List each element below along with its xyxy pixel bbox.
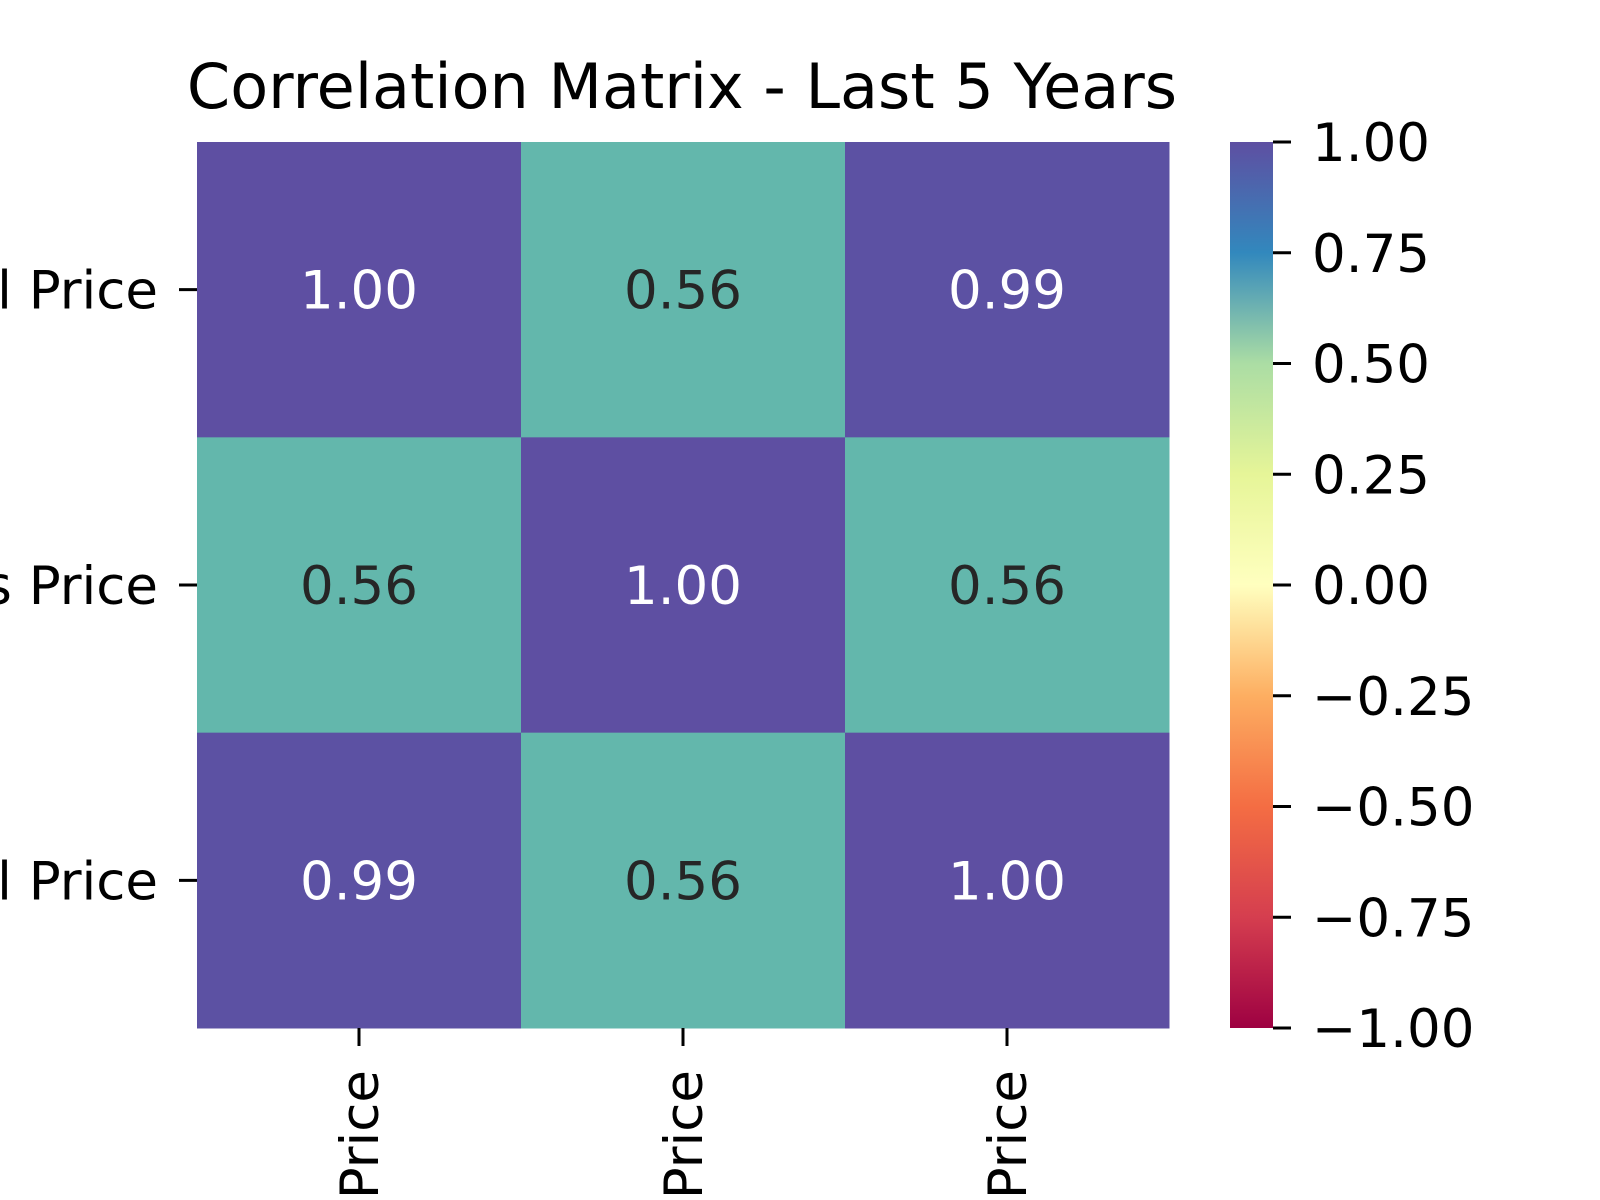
row-tick-label: l Price	[0, 261, 158, 322]
heatmap-cell	[197, 732, 522, 1029]
colorbar-ticks: 1.00 0.75 0.50 0.25 0.00 −0.25 −0.50 −0.75 −1.00	[1273, 113, 1474, 1060]
column-labels: Price Price Price	[330, 1028, 1039, 1199]
heatmap-cell	[845, 732, 1170, 1029]
colorbar-tick-label: 0.25	[1312, 445, 1430, 506]
colorbar-tick-label: 0.50	[1312, 335, 1430, 396]
heatmap-cell	[521, 142, 846, 438]
column-tick-label: Price	[978, 1070, 1039, 1199]
heatmap-cell	[521, 732, 846, 1029]
cell-value-label: 0.56	[300, 556, 418, 617]
heatmap-cell	[521, 437, 846, 734]
colorbar-tick-label: 0.75	[1312, 224, 1430, 285]
cell-value-label: 0.56	[948, 556, 1066, 617]
heatmap-cell	[197, 437, 522, 734]
colorbar-tick-label: 0.00	[1312, 556, 1430, 617]
heatmap-cell	[845, 142, 1170, 438]
cell-value-label: 1.00	[624, 556, 742, 617]
row-labels: l Price s Price l Price	[0, 261, 197, 912]
cell-value-label: 0.99	[300, 851, 418, 912]
cell-value-label: 0.56	[624, 261, 742, 322]
colorbar-tick-label: −0.50	[1312, 778, 1474, 839]
cell-value-label: 1.00	[948, 851, 1066, 912]
colorbar	[1230, 142, 1273, 1028]
row-tick-label: l Price	[0, 851, 158, 912]
colorbar-tick-label: −1.00	[1312, 999, 1474, 1060]
column-tick-label: Price	[330, 1070, 391, 1199]
cell-value-label: 1.00	[300, 261, 418, 322]
cell-value-label: 0.99	[948, 261, 1066, 322]
colorbar-tick-label: −0.25	[1312, 667, 1474, 728]
colorbar-tick-label: 1.00	[1312, 113, 1430, 174]
heatmap-cell	[845, 437, 1170, 734]
column-tick-label: Price	[654, 1070, 715, 1199]
row-tick-label: s Price	[0, 556, 158, 617]
cell-value-label: 0.56	[624, 851, 742, 912]
heatmap-cell	[197, 142, 522, 438]
colorbar-tick-label: −0.75	[1312, 888, 1474, 949]
chart-title: Correlation Matrix - Last 5 Years	[187, 50, 1177, 123]
heatmap-cells: 1.00 0.56 0.99 0.56 1.00 0.56 0.99 0.56 1.00	[197, 142, 1170, 1029]
